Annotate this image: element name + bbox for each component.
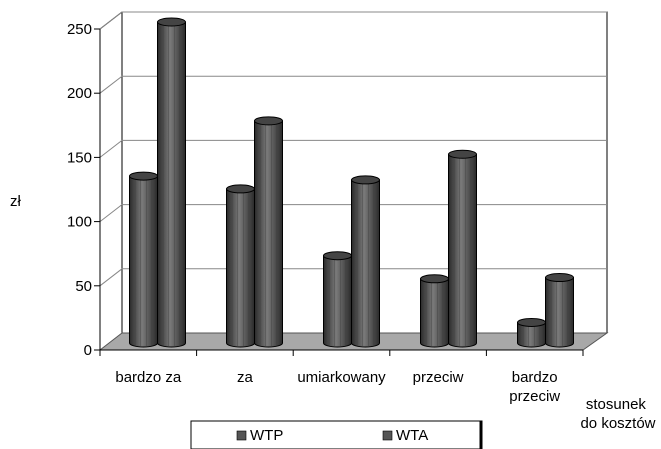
y-tick-label-100: 100: [67, 214, 92, 231]
bar-body: [351, 179, 380, 348]
x-tick-label-line: przeciw: [413, 369, 464, 386]
legend-label-wtp: WTP: [250, 427, 283, 444]
x-tick-label-line: za: [237, 369, 254, 386]
bar-top: [545, 273, 574, 283]
gridlines: [99, 11, 607, 287]
x-tick-label-line: przeciw: [509, 388, 560, 405]
x-axis: bardzo za za umiarkowany przeciw bardzo przec…: [99, 349, 584, 405]
bars: [129, 17, 574, 348]
legend: WTP WTA: [190, 420, 483, 449]
bar-body: [545, 277, 574, 348]
y-tick-label-200: 200: [67, 85, 92, 102]
bar-top: [254, 116, 283, 126]
x-axis-label-line-1: stosunek: [586, 396, 647, 413]
y-tick-label-0: 0: [84, 342, 92, 359]
bar-top: [351, 175, 380, 185]
x-tick-label-2: umiarkowany: [297, 369, 386, 386]
bar-top: [226, 184, 255, 194]
bar-top: [517, 317, 546, 327]
x-tick-label-0: bardzo za: [115, 369, 182, 386]
bar-wta-2: [351, 175, 380, 348]
gridline-200: [99, 75, 607, 94]
bar-top: [420, 274, 449, 284]
bar-wtp-2: [323, 251, 352, 348]
gridline-100: [99, 204, 607, 222]
x-tick-label-line: bardzo za: [115, 369, 182, 386]
bar-top: [157, 17, 186, 27]
bar-wta-4: [545, 273, 574, 348]
bar-body: [157, 21, 186, 348]
bar-body: [226, 188, 255, 348]
bar-wta-0: [157, 17, 186, 348]
y-tick-label-50: 50: [75, 278, 92, 295]
x-tick-label-1: za: [237, 369, 254, 386]
x-axis-label: stosunek do kosztów: [580, 396, 655, 432]
bar-body: [254, 120, 283, 348]
bar-top: [129, 171, 158, 181]
bar-body: [420, 278, 449, 348]
x-axis-label-line-2: do kosztów: [580, 415, 655, 432]
y-tick-label-150: 150: [67, 149, 92, 166]
x-tick-label-line: umiarkowany: [297, 369, 386, 386]
bar-wtp-0: [129, 171, 158, 348]
x-tick-label-line: bardzo: [512, 369, 558, 386]
bar-wtp-1: [226, 184, 255, 348]
legend-swatch-wta: [382, 430, 393, 441]
bar-wta-1: [254, 116, 283, 348]
y-tick-label-250: 250: [67, 21, 92, 38]
legend-box: [190, 420, 483, 449]
bar-top: [323, 251, 352, 261]
legend-label-wta: WTA: [396, 427, 428, 444]
bar-wtp-4: [517, 317, 546, 348]
bar-wtp-3: [420, 274, 449, 348]
x-tick-label-3: przeciw: [413, 369, 464, 386]
legend-swatch-wtp: [236, 430, 247, 441]
y-axis: 0 50 100 150 200 250: [67, 21, 101, 359]
y-axis-label: zł: [10, 193, 22, 210]
gridline-50: [99, 268, 607, 287]
gridline-150: [99, 139, 607, 158]
bar-wta-3: [448, 149, 477, 348]
gridline-250: [99, 11, 607, 30]
x-tick-label-4: bardzo przeciw: [509, 369, 560, 405]
bar-body: [448, 153, 477, 348]
bar-body: [129, 175, 158, 348]
bar-top: [448, 149, 477, 159]
bar-body: [323, 255, 352, 348]
